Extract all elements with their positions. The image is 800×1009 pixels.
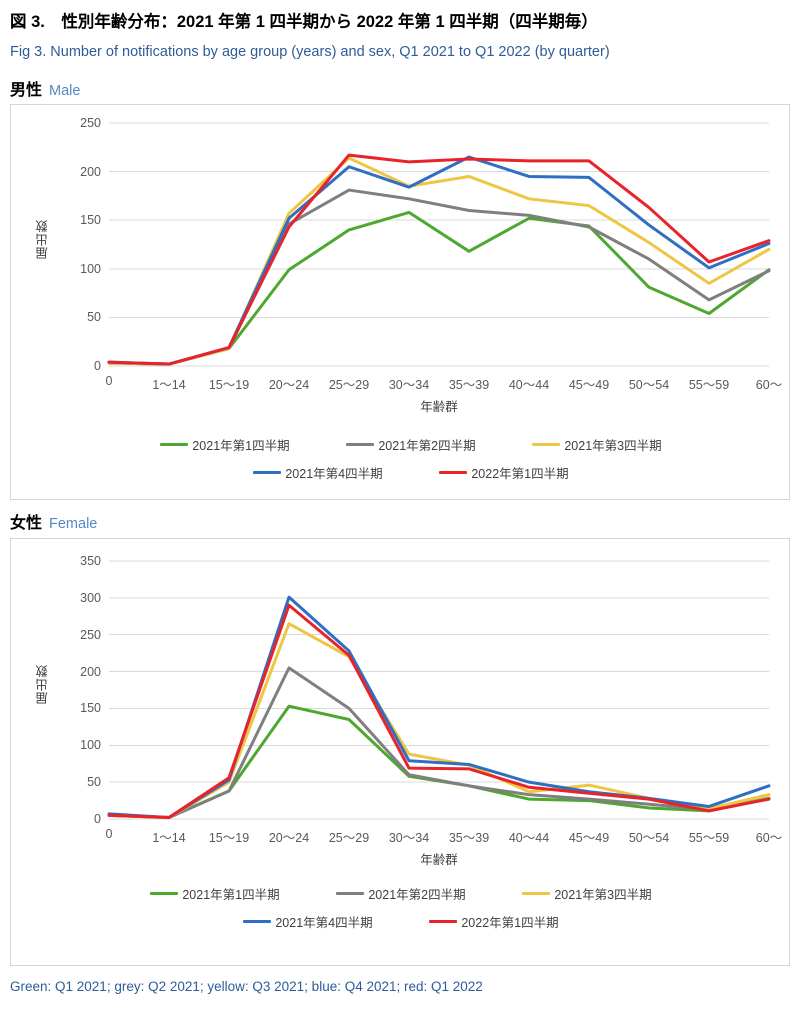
- x-axis-title: 年齢群: [420, 853, 458, 867]
- y-axis-title: 届出数: [36, 664, 50, 705]
- section-heading-male-en: Male: [49, 83, 81, 99]
- legend-item[interactable]: 2021年第4四半期: [225, 463, 411, 482]
- y-axis-tick-label: 250: [80, 627, 101, 642]
- legend-color-swatch-icon: [346, 442, 375, 447]
- y-axis-tick-label: 0: [94, 812, 101, 826]
- x-axis-tick-label: 35〜39: [448, 378, 490, 392]
- section-heading-female-en: Female: [49, 516, 98, 532]
- x-axis-tick-label: 60〜: [755, 831, 783, 845]
- y-axis-tick-label: 200: [80, 664, 101, 679]
- legend-color-swatch-icon: [532, 442, 561, 447]
- legend-color-swatch-icon: [439, 470, 468, 475]
- section-heading-male-jp: 男性: [10, 82, 43, 99]
- section-heading-male: 男性 Male: [10, 76, 80, 100]
- legend-item-label: 2021年第1四半期: [182, 888, 280, 902]
- y-axis-tick-label: 50: [87, 775, 101, 790]
- legend-item-label: 2021年第2四半期: [368, 888, 466, 902]
- y-axis-tick-label: 150: [80, 213, 101, 228]
- section-heading-female: 女性 Female: [10, 509, 97, 533]
- x-axis-tick-label: 50〜54: [628, 378, 670, 392]
- series-line: [107, 156, 771, 366]
- y-axis-tick-label: 350: [80, 554, 101, 568]
- x-axis-tick-label: 0: [105, 827, 113, 841]
- male-plot-svg: [107, 122, 771, 367]
- y-axis-tick-label: 200: [80, 164, 101, 179]
- male-legend: 2021年第1四半期 2021年第2四半期 2021年第3四半期 2021年第4四半期…: [131, 435, 691, 482]
- legend-item-label: 2021年第1四半期: [192, 439, 290, 453]
- figure-title-jp: 図 3. 性別年齢分布：2021 年第 1 四半期から 2022 年第 1 四半…: [10, 13, 598, 31]
- legend-color-swatch-icon: [429, 919, 458, 924]
- chart-female-plot-area: 0 50 100 150 200 250 300 350 0 1〜14 15〜19 20〜24 25〜2…: [11, 539, 789, 965]
- x-axis-tick-label: 60〜: [755, 378, 783, 392]
- legend-item-label: 2021年第4四半期: [285, 467, 383, 481]
- x-axis-tick-label: 45〜49: [568, 378, 610, 392]
- y-axis-tick-label: 100: [80, 738, 101, 753]
- legend-color-swatch-icon: [253, 470, 282, 475]
- series-line: [107, 666, 771, 820]
- series-line: [107, 595, 771, 820]
- legend-item[interactable]: 2021年第2四半期: [318, 435, 504, 454]
- x-axis-tick-label: 20〜24: [268, 831, 310, 845]
- legend-item[interactable]: 2021年第4四半期: [215, 912, 401, 931]
- figure-footnote: Green: Q1 2021; grey: Q2 2021; yellow: Q…: [10, 979, 483, 994]
- legend-color-swatch-icon: [160, 442, 189, 447]
- section-heading-female-jp: 女性: [10, 515, 43, 532]
- series-line: [107, 603, 771, 820]
- series-line: [107, 153, 771, 366]
- series-line: [107, 155, 771, 366]
- series-line: [107, 210, 771, 366]
- x-axis-tick-label: 15〜19: [208, 831, 250, 845]
- y-axis-tick-label: 100: [80, 261, 101, 276]
- legend-item[interactable]: 2021年第1四半期: [132, 435, 318, 454]
- legend-item[interactable]: 2022年第1四半期: [401, 912, 587, 931]
- legend-item[interactable]: 2021年第3四半期: [494, 884, 680, 903]
- y-axis-tick-label: 150: [80, 701, 101, 716]
- female-plot-svg: [107, 560, 771, 820]
- x-axis-tick-label: 15〜19: [208, 378, 250, 392]
- x-axis-title: 年齢群: [420, 400, 458, 414]
- figure-title-en: Fig 3. Number of notifications by age gr…: [10, 44, 610, 60]
- legend-color-swatch-icon: [336, 891, 365, 896]
- y-axis-tick-label: 50: [87, 310, 101, 325]
- legend-item-label: 2022年第1四半期: [471, 467, 569, 481]
- x-axis-tick-label: 1〜14: [152, 378, 186, 392]
- x-axis-tick-label: 25〜29: [328, 378, 370, 392]
- female-legend: 2021年第1四半期 2021年第2四半期 2021年第3四半期 2021年第4四半期…: [121, 884, 681, 931]
- x-axis-tick-label: 30〜34: [388, 831, 430, 845]
- legend-item-label: 2021年第2四半期: [378, 439, 476, 453]
- legend-item-label: 2022年第1四半期: [461, 916, 559, 930]
- x-axis-tick-label: 20〜24: [268, 378, 310, 392]
- legend-color-swatch-icon: [150, 891, 179, 896]
- x-axis-tick-label: 40〜44: [508, 831, 550, 845]
- legend-item-label: 2021年第3四半期: [554, 888, 652, 902]
- y-axis-tick-label: 300: [80, 590, 101, 605]
- y-axis-tick-label: 250: [80, 116, 101, 130]
- series-line: [107, 622, 771, 820]
- x-axis-tick-label: 30〜34: [388, 378, 430, 392]
- x-axis-tick-label: 40〜44: [508, 378, 550, 392]
- legend-color-swatch-icon: [522, 891, 551, 896]
- legend-item-label: 2021年第3四半期: [564, 439, 662, 453]
- legend-item[interactable]: 2021年第1四半期: [122, 884, 308, 903]
- x-axis-tick-label: 0: [105, 374, 113, 388]
- chart-male: 0 50 100 150 200 250 0 1〜14 15〜19 20〜24 25〜29 30〜34…: [10, 104, 790, 500]
- x-axis-tick-label: 1〜14: [152, 831, 186, 845]
- x-axis-tick-label: 35〜39: [448, 831, 490, 845]
- x-axis-tick-label: 55〜59: [688, 831, 730, 845]
- chart-female: 0 50 100 150 200 250 300 350 0 1〜14 15〜19 20〜24 25〜2…: [10, 538, 790, 966]
- legend-item[interactable]: 2021年第2四半期: [308, 884, 494, 903]
- x-axis-tick-label: 50〜54: [628, 831, 670, 845]
- chart-male-plot-area: 0 50 100 150 200 250 0 1〜14 15〜19 20〜24 25〜29 30〜34…: [11, 105, 789, 499]
- y-axis-title: 届出数: [36, 218, 50, 260]
- legend-item-label: 2021年第4四半期: [275, 916, 373, 930]
- series-line: [107, 188, 771, 366]
- y-axis-tick-label: 0: [94, 359, 101, 373]
- x-axis-tick-label: 25〜29: [328, 831, 370, 845]
- x-axis-tick-label: 45〜49: [568, 831, 610, 845]
- x-axis-tick-label: 55〜59: [688, 378, 730, 392]
- legend-item[interactable]: 2022年第1四半期: [411, 463, 597, 482]
- legend-color-swatch-icon: [243, 919, 272, 924]
- legend-item[interactable]: 2021年第3四半期: [504, 435, 690, 454]
